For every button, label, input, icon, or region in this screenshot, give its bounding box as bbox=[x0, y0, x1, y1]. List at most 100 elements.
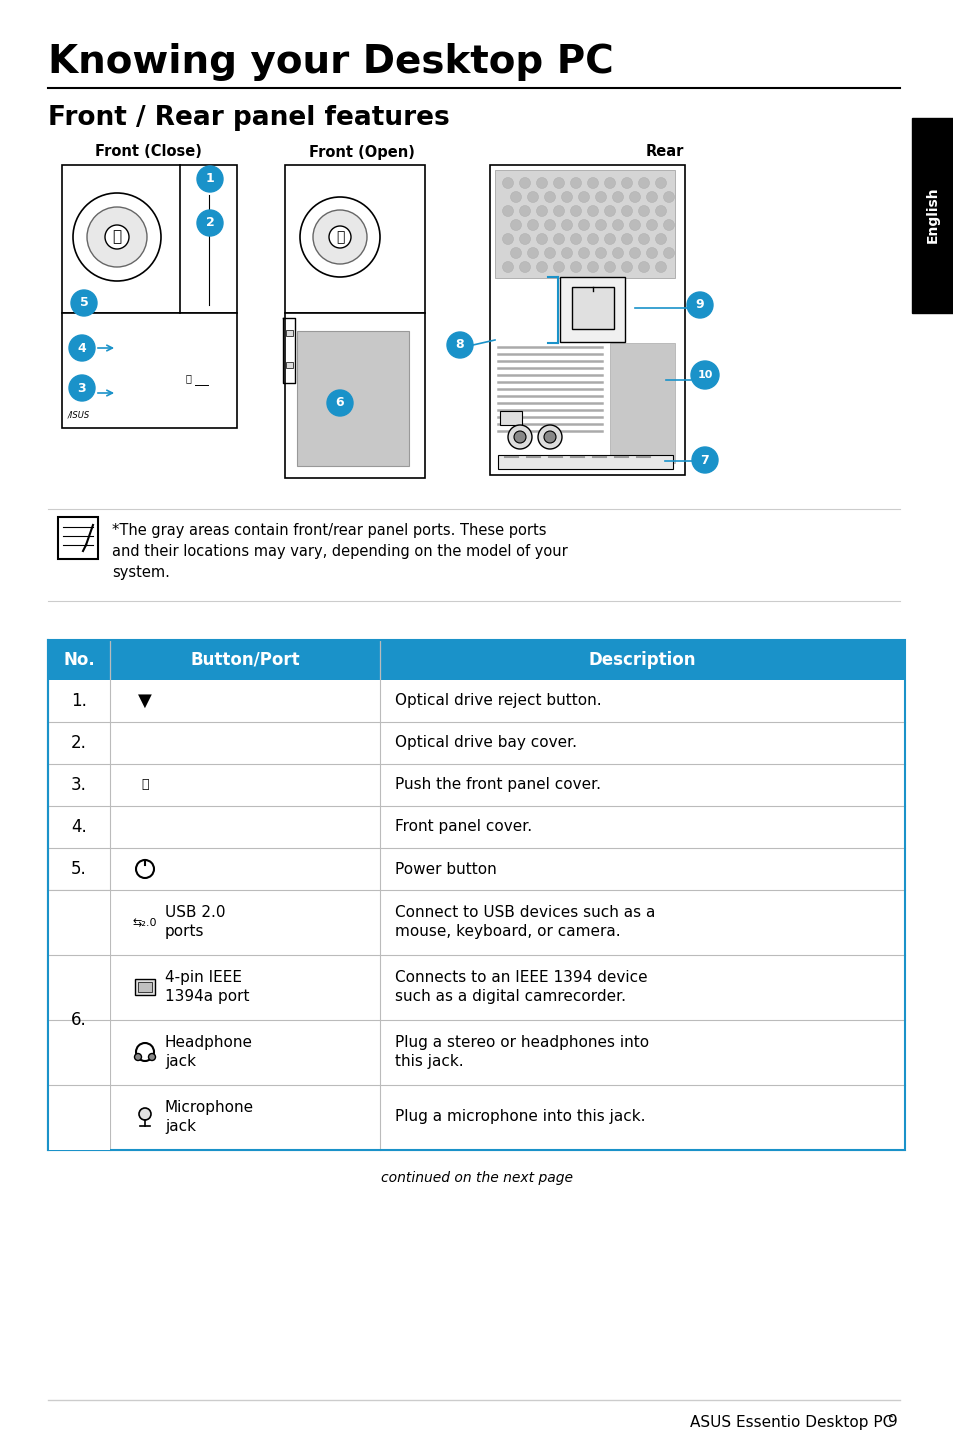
Text: USB 2.0
ports: USB 2.0 ports bbox=[165, 905, 225, 939]
Circle shape bbox=[612, 191, 623, 203]
Text: Front (Close): Front (Close) bbox=[94, 144, 201, 160]
Circle shape bbox=[299, 197, 379, 278]
Bar bbox=[48, 680, 904, 722]
Circle shape bbox=[196, 210, 223, 236]
Circle shape bbox=[620, 262, 632, 272]
Text: 7: 7 bbox=[700, 453, 709, 466]
Bar bbox=[48, 1020, 904, 1086]
Bar bbox=[911, 118, 953, 313]
Text: ⏻: ⏻ bbox=[112, 230, 121, 244]
Circle shape bbox=[527, 247, 537, 259]
Text: ⓘ: ⓘ bbox=[141, 778, 149, 791]
Text: 5: 5 bbox=[79, 296, 89, 309]
Bar bbox=[285, 313, 424, 477]
Circle shape bbox=[570, 233, 581, 244]
Circle shape bbox=[519, 233, 530, 244]
Circle shape bbox=[595, 247, 606, 259]
Circle shape bbox=[136, 1043, 153, 1061]
Text: 4-pin IEEE
1394a port: 4-pin IEEE 1394a port bbox=[165, 969, 250, 1004]
Bar bbox=[48, 848, 904, 890]
Text: Knowing your Desktop PC: Knowing your Desktop PC bbox=[48, 43, 613, 81]
Circle shape bbox=[655, 177, 666, 188]
Circle shape bbox=[447, 332, 473, 358]
Circle shape bbox=[553, 206, 564, 217]
Circle shape bbox=[629, 191, 639, 203]
Text: ⇆₂.0: ⇆₂.0 bbox=[132, 917, 157, 928]
Bar bbox=[572, 288, 614, 329]
Circle shape bbox=[629, 247, 639, 259]
Circle shape bbox=[604, 177, 615, 188]
Text: Connects to an IEEE 1394 device
such as a digital camrecorder.: Connects to an IEEE 1394 device such as … bbox=[395, 969, 647, 1004]
Circle shape bbox=[620, 177, 632, 188]
Bar bbox=[286, 329, 293, 336]
Circle shape bbox=[536, 206, 547, 217]
Text: Front / Rear panel features: Front / Rear panel features bbox=[48, 105, 449, 131]
Circle shape bbox=[105, 224, 129, 249]
Circle shape bbox=[638, 206, 649, 217]
Circle shape bbox=[134, 1054, 141, 1060]
Text: Front panel cover.: Front panel cover. bbox=[395, 820, 532, 834]
Text: 8: 8 bbox=[456, 338, 464, 351]
Text: Description: Description bbox=[588, 651, 695, 669]
Circle shape bbox=[69, 375, 95, 401]
Bar bbox=[497, 454, 672, 469]
Text: Plug a microphone into this jack.: Plug a microphone into this jack. bbox=[395, 1110, 645, 1125]
Bar bbox=[609, 344, 675, 463]
Circle shape bbox=[553, 177, 564, 188]
Bar bbox=[286, 362, 293, 368]
Circle shape bbox=[638, 177, 649, 188]
Circle shape bbox=[502, 233, 513, 244]
Circle shape bbox=[561, 220, 572, 230]
Text: Optical drive reject button.: Optical drive reject button. bbox=[395, 693, 601, 709]
Bar bbox=[48, 890, 110, 1150]
Text: Front (Open): Front (Open) bbox=[309, 144, 415, 160]
Bar bbox=[48, 955, 904, 1020]
Circle shape bbox=[527, 191, 537, 203]
Circle shape bbox=[587, 233, 598, 244]
Text: Optical drive bay cover.: Optical drive bay cover. bbox=[395, 735, 577, 751]
Circle shape bbox=[536, 177, 547, 188]
Circle shape bbox=[69, 335, 95, 361]
Circle shape bbox=[561, 247, 572, 259]
Text: Plug a stereo or headphones into
this jack.: Plug a stereo or headphones into this ja… bbox=[395, 1034, 648, 1070]
Bar bbox=[62, 313, 236, 429]
Circle shape bbox=[73, 193, 161, 280]
Text: /ISUS: /ISUS bbox=[68, 411, 91, 420]
Text: Rear: Rear bbox=[645, 144, 683, 160]
Circle shape bbox=[570, 177, 581, 188]
Circle shape bbox=[87, 207, 147, 267]
Text: 6: 6 bbox=[335, 397, 344, 410]
Bar bbox=[48, 890, 904, 955]
Circle shape bbox=[620, 206, 632, 217]
Bar bbox=[499, 411, 521, 426]
Text: 3: 3 bbox=[77, 381, 86, 394]
Circle shape bbox=[553, 262, 564, 272]
Circle shape bbox=[527, 220, 537, 230]
Text: Power button: Power button bbox=[395, 861, 497, 877]
Circle shape bbox=[691, 447, 718, 473]
Circle shape bbox=[612, 220, 623, 230]
Circle shape bbox=[604, 206, 615, 217]
Circle shape bbox=[507, 426, 532, 449]
Circle shape bbox=[543, 431, 556, 443]
Circle shape bbox=[638, 233, 649, 244]
Bar bbox=[48, 722, 904, 764]
Text: 9: 9 bbox=[695, 299, 703, 312]
Text: Connect to USB devices such as a
mouse, keyboard, or camera.: Connect to USB devices such as a mouse, … bbox=[395, 905, 655, 939]
Bar bbox=[490, 165, 684, 475]
Circle shape bbox=[686, 292, 712, 318]
Text: Headphone
jack: Headphone jack bbox=[165, 1034, 253, 1070]
Circle shape bbox=[646, 191, 657, 203]
Circle shape bbox=[595, 191, 606, 203]
Circle shape bbox=[514, 431, 525, 443]
Text: 1: 1 bbox=[206, 173, 214, 186]
Circle shape bbox=[587, 177, 598, 188]
Circle shape bbox=[662, 220, 674, 230]
Circle shape bbox=[149, 1054, 155, 1060]
Text: 3.: 3. bbox=[71, 777, 87, 794]
Bar bbox=[135, 979, 154, 995]
Circle shape bbox=[655, 233, 666, 244]
Text: 1.: 1. bbox=[71, 692, 87, 710]
Circle shape bbox=[620, 233, 632, 244]
Circle shape bbox=[604, 262, 615, 272]
